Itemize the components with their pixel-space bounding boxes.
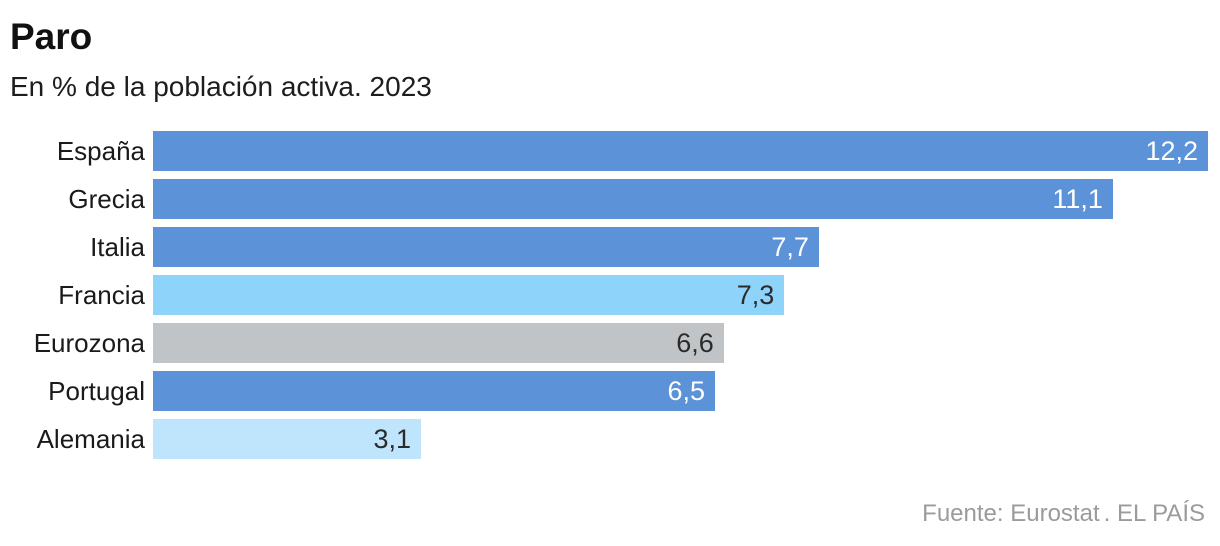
publisher-credit: . EL PAÍS [1103,500,1205,527]
bar-track: 12,2 [153,131,1208,171]
category-label: Portugal [48,376,145,406]
bar-row: Grecia 11,1 [0,179,1208,219]
source-label: Fuente: Eurostat [922,500,1100,527]
chart-subtitle: En % de la población activa. 2023 [10,71,432,102]
bar-row: Italia 7,7 [0,227,1208,267]
bar: 6,5 [153,371,716,411]
category-label: Eurozona [33,328,145,358]
bar-value-label: 7,3 [736,280,775,310]
category-label: Francia [58,280,145,310]
chart-footer: Fuente: Eurostat. EL PAÍS [922,500,1205,528]
bar-track: 3,1 [153,419,1208,459]
bar-track: 6,6 [153,323,1208,363]
category-label: Alemania [36,424,145,454]
bar: 11,1 [153,179,1113,219]
chart-header: Paro En % de la población activa. 2023 [0,0,1220,103]
bar-track: 11,1 [153,179,1208,219]
category-label: Italia [90,232,145,262]
bar: 6,6 [153,323,724,363]
bar-row: Francia 7,3 [0,275,1208,315]
category-label: España [56,136,145,166]
bar-value-label: 12,2 [1145,136,1198,166]
bar-value-label: 6,5 [667,376,706,406]
page-title: Paro [10,16,93,57]
bar-value-label: 6,6 [676,328,714,358]
bar-track: 6,5 [153,371,1208,411]
bar-value-label: 3,1 [373,424,412,454]
bar-value-label: 11,1 [1052,184,1103,214]
bar-row: España 12,2 [0,131,1208,171]
bar-value-label: 7,7 [771,232,809,262]
category-label: Grecia [68,184,145,214]
bar-row: Alemania 3,1 [0,419,1208,459]
bar-track: 7,7 [153,227,1208,267]
bar-track: 7,3 [153,275,1208,315]
bar: 3,1 [153,419,422,459]
bar-row: Eurozona 6,6 [0,323,1208,363]
bar-chart: España 12,2 Grecia 11,1 Italia 7,7 [0,131,1208,459]
bar: 12,2 [153,131,1208,171]
bar: 7,3 [153,275,785,315]
bar: 7,7 [153,227,819,267]
bar-row: Portugal 6,5 [0,371,1208,411]
